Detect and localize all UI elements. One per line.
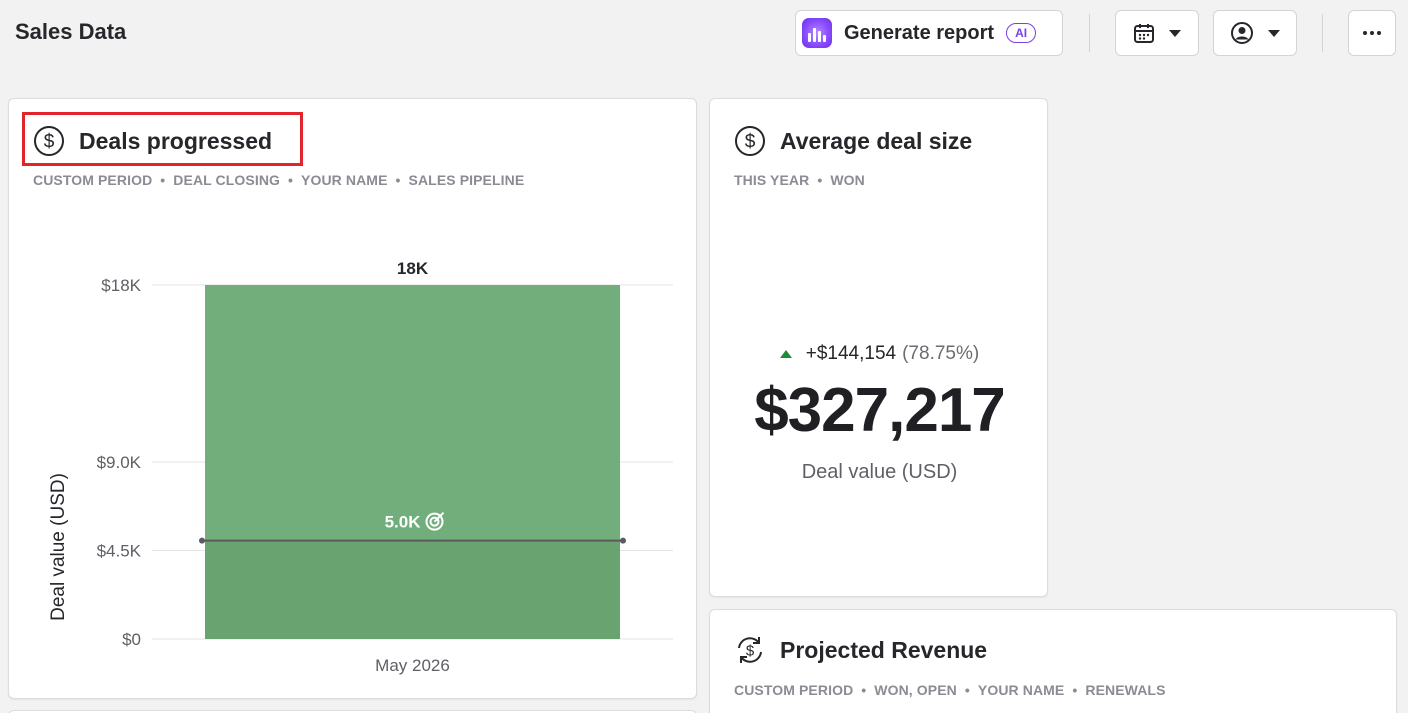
- filter-tag: RENEWALS: [1085, 682, 1166, 698]
- filter-tag: WON, OPEN: [874, 682, 957, 698]
- report-chart-icon: [802, 18, 832, 48]
- target-icon: [433, 511, 445, 523]
- y-tick-label: $18K: [101, 276, 141, 295]
- y-tick-label: $0: [122, 630, 141, 649]
- filter-separator: •: [817, 172, 823, 188]
- card-filters: CUSTOM PERIOD • WON, OPEN • YOUR NAME • …: [734, 682, 1166, 698]
- dollar-circle-icon: $: [735, 126, 765, 156]
- filter-separator: •: [160, 172, 166, 188]
- filter-separator: •: [964, 682, 970, 698]
- chevron-down-icon: [1169, 29, 1181, 37]
- metric-unit-label: Deal value (USD): [801, 461, 958, 483]
- y-tick-label: $4.5K: [97, 542, 142, 561]
- filter-tag: YOUR NAME: [301, 172, 388, 188]
- more-options-button[interactable]: [1348, 10, 1396, 56]
- ai-badge: AI: [1006, 23, 1037, 43]
- user-filter-button[interactable]: [1213, 10, 1297, 56]
- change-value: +$144,154: [805, 343, 897, 364]
- goal-line-end: [199, 537, 205, 544]
- card-title: Projected Revenue: [780, 636, 988, 663]
- calendar-icon: [1134, 24, 1154, 43]
- card-title: Average deal size: [780, 127, 973, 154]
- goal-label: 5.0K: [385, 513, 422, 532]
- card-title: Deals progressed: [79, 127, 273, 154]
- card-filters: CUSTOM PERIOD • DEAL CLOSING • YOUR NAME…: [33, 172, 524, 188]
- header-divider: [1322, 14, 1323, 52]
- refresh-dollar-icon: $: [738, 637, 762, 663]
- change-indicator: +$144,154 (78.75%): [710, 343, 1047, 365]
- header-divider: [1089, 14, 1090, 52]
- change-percent: (78.75%): [902, 343, 980, 364]
- filter-separator: •: [861, 682, 867, 698]
- filter-tag: DEAL CLOSING: [173, 172, 281, 188]
- generate-report-button[interactable]: Generate report AI: [795, 10, 1063, 56]
- more-horizontal-icon: [1363, 31, 1381, 35]
- projected-revenue-card[interactable]: $ Projected Revenue CUSTOM PERIOD • WON,…: [709, 609, 1397, 713]
- x-tick-label: May 2026: [375, 656, 450, 675]
- filter-separator: •: [395, 172, 401, 188]
- filter-tag: WON: [830, 172, 865, 188]
- dollar-circle-icon: $: [34, 126, 64, 156]
- bar-value-label: 18K: [397, 259, 429, 278]
- goal-line-end: [620, 537, 626, 544]
- svg-text:$: $: [44, 132, 55, 153]
- svg-text:$: $: [745, 132, 756, 153]
- card-filters: THIS YEAR • WON: [734, 172, 865, 188]
- target-icon: [429, 516, 440, 527]
- chevron-down-icon: [1268, 29, 1280, 37]
- filter-tag: CUSTOM PERIOD: [734, 682, 854, 698]
- date-filter-button[interactable]: [1115, 10, 1199, 56]
- deals-progressed-card[interactable]: $ Deals progressed CUSTOM PERIOD • DEAL …: [8, 98, 697, 699]
- generate-report-label: Generate report: [844, 21, 995, 44]
- svg-text:$: $: [746, 643, 755, 660]
- filter-tag: THIS YEAR: [734, 172, 810, 188]
- bar-below-goal: [205, 540, 620, 639]
- deals-bar-chart: Deal value (USD) $0 $4.5K $9.0K $18K 18K 5.0K…: [48, 259, 673, 675]
- filter-tag: YOUR NAME: [977, 682, 1065, 698]
- y-axis-title: Deal value (USD): [48, 473, 69, 621]
- filter-tag: CUSTOM PERIOD: [33, 172, 153, 188]
- bar: [205, 285, 620, 541]
- y-tick-label: $9.0K: [97, 453, 142, 472]
- highlight-box: [22, 112, 303, 166]
- target-icon: [425, 512, 444, 531]
- filter-tag: SALES PIPELINE: [408, 172, 525, 188]
- user-circle-icon: [1231, 22, 1253, 44]
- trend-up-icon: [779, 350, 792, 358]
- metric-value: $327,217: [754, 376, 1006, 445]
- filter-separator: •: [288, 172, 294, 188]
- page-title: Sales Data: [15, 19, 127, 44]
- average-deal-size-card[interactable]: $ Average deal size THIS YEAR • WON +$14…: [709, 98, 1048, 597]
- filter-separator: •: [1072, 682, 1078, 698]
